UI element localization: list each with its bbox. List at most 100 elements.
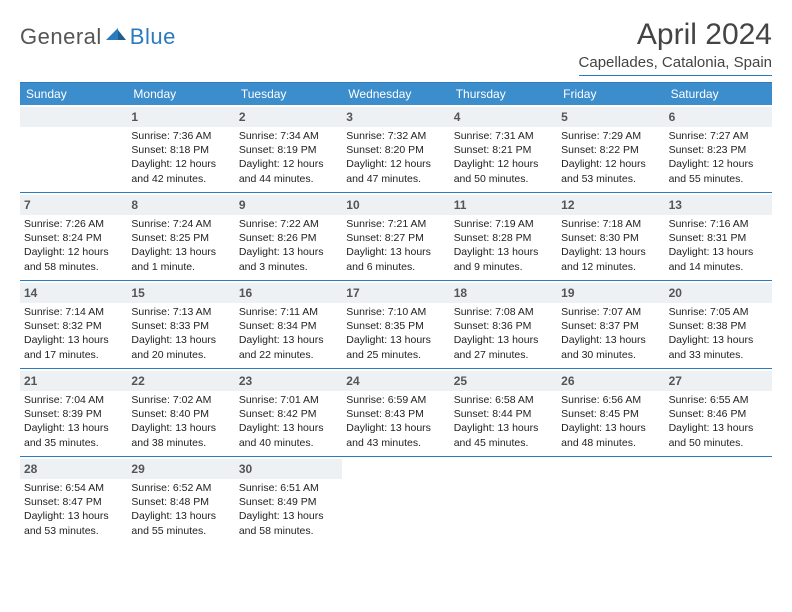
calendar-page: General Blue April 2024 Capellades, Cata… xyxy=(0,0,792,555)
day-details: Sunrise: 7:31 AMSunset: 8:21 PMDaylight:… xyxy=(454,129,553,186)
calendar-cell: 30 Sunrise: 6:51 AMSunset: 8:49 PMDayligh… xyxy=(235,457,342,545)
day-number: 25 xyxy=(454,374,467,388)
day-details: Sunrise: 7:19 AMSunset: 8:28 PMDaylight:… xyxy=(454,217,553,274)
day-number: 15 xyxy=(131,286,144,300)
calendar-cell: 0 xyxy=(665,457,772,545)
logo-text-general: General xyxy=(20,24,102,50)
weekday-header: Tuesday xyxy=(235,83,342,105)
day-number: 29 xyxy=(131,462,144,476)
calendar-cell: 18Sunrise: 7:08 AMSunset: 8:36 PMDayligh… xyxy=(450,281,557,369)
header: General Blue April 2024 Capellades, Cata… xyxy=(20,18,772,76)
day-details: Sunrise: 7:01 AMSunset: 8:42 PMDaylight:… xyxy=(239,393,338,450)
day-details: Sunrise: 7:36 AMSunset: 8:18 PMDaylight:… xyxy=(131,129,230,186)
weekday-header: Monday xyxy=(127,83,234,105)
day-number: 7 xyxy=(24,198,31,212)
weekday-header: Sunday xyxy=(20,83,127,105)
calendar-cell: 24Sunrise: 6:59 AMSunset: 8:43 PMDayligh… xyxy=(342,369,449,457)
day-number: 4 xyxy=(454,110,461,124)
day-details: Sunrise: 6:58 AMSunset: 8:44 PMDaylight:… xyxy=(454,393,553,450)
logo: General Blue xyxy=(20,18,176,50)
day-details: Sunrise: 7:14 AMSunset: 8:32 PMDaylight:… xyxy=(24,305,123,362)
day-details: Sunrise: 7:32 AMSunset: 8:20 PMDaylight:… xyxy=(346,129,445,186)
calendar-grid: 01Sunrise: 7:36 AMSunset: 8:18 PMDayligh… xyxy=(20,105,772,545)
calendar-cell: 7 Sunrise: 7:26 AMSunset: 8:24 PMDaylight… xyxy=(20,193,127,281)
day-details: Sunrise: 7:04 AMSunset: 8:39 PMDaylight:… xyxy=(24,393,123,450)
day-number: 23 xyxy=(239,374,252,388)
calendar-cell: 13Sunrise: 7:16 AMSunset: 8:31 PMDayligh… xyxy=(665,193,772,281)
calendar-cell: 20 Sunrise: 7:05 AMSunset: 8:38 PMDayligh… xyxy=(665,281,772,369)
weekday-header: Saturday xyxy=(665,83,772,105)
logo-text-blue: Blue xyxy=(130,24,176,50)
day-details: Sunrise: 7:18 AMSunset: 8:30 PMDaylight:… xyxy=(561,217,660,274)
calendar-cell: 0 xyxy=(557,457,664,545)
day-details: Sunrise: 7:27 AMSunset: 8:23 PMDaylight:… xyxy=(669,129,768,186)
day-number: 9 xyxy=(239,198,246,212)
weekday-header: Thursday xyxy=(450,83,557,105)
calendar-cell: 19 Sunrise: 7:07 AMSunset: 8:37 PMDayligh… xyxy=(557,281,664,369)
day-details: Sunrise: 7:07 AMSunset: 8:37 PMDaylight:… xyxy=(561,305,660,362)
day-number: 11 xyxy=(454,198,467,212)
calendar-cell: 28 Sunrise: 6:54 AMSunset: 8:47 PMDayligh… xyxy=(20,457,127,545)
day-number: 1 xyxy=(131,110,138,124)
day-number: 17 xyxy=(346,286,359,300)
day-details: Sunrise: 6:56 AMSunset: 8:45 PMDaylight:… xyxy=(561,393,660,450)
day-number: 30 xyxy=(239,462,252,476)
calendar-cell: 14 Sunrise: 7:14 AMSunset: 8:32 PMDayligh… xyxy=(20,281,127,369)
calendar-cell: 8Sunrise: 7:24 AMSunset: 8:25 PMDaylight… xyxy=(127,193,234,281)
calendar-cell: 26 Sunrise: 6:56 AMSunset: 8:45 PMDayligh… xyxy=(557,369,664,457)
day-number: 22 xyxy=(131,374,144,388)
calendar: SundayMondayTuesdayWednesdayThursdayFrid… xyxy=(20,82,772,545)
day-details: Sunrise: 7:13 AMSunset: 8:33 PMDaylight:… xyxy=(131,305,230,362)
calendar-cell: 3 Sunrise: 7:32 AMSunset: 8:20 PMDaylight… xyxy=(342,105,449,193)
calendar-cell: 0 xyxy=(20,105,127,193)
calendar-cell: 4 Sunrise: 7:31 AMSunset: 8:21 PMDaylight… xyxy=(450,105,557,193)
day-details: Sunrise: 7:16 AMSunset: 8:31 PMDaylight:… xyxy=(669,217,768,274)
day-details: Sunrise: 7:34 AMSunset: 8:19 PMDaylight:… xyxy=(239,129,338,186)
calendar-cell: 22 Sunrise: 7:02 AMSunset: 8:40 PMDayligh… xyxy=(127,369,234,457)
day-number: 20 xyxy=(669,286,682,300)
day-number: 27 xyxy=(669,374,682,388)
month-title: April 2024 xyxy=(579,18,772,52)
day-number: 10 xyxy=(346,198,359,212)
day-details: Sunrise: 7:26 AMSunset: 8:24 PMDaylight:… xyxy=(24,217,123,274)
day-details: Sunrise: 7:05 AMSunset: 8:38 PMDaylight:… xyxy=(669,305,768,362)
calendar-cell: 11 Sunrise: 7:19 AMSunset: 8:28 PMDayligh… xyxy=(450,193,557,281)
day-details: Sunrise: 7:22 AMSunset: 8:26 PMDaylight:… xyxy=(239,217,338,274)
weekday-header: Friday xyxy=(557,83,664,105)
day-details: Sunrise: 7:29 AMSunset: 8:22 PMDaylight:… xyxy=(561,129,660,186)
day-details: Sunrise: 6:59 AMSunset: 8:43 PMDaylight:… xyxy=(346,393,445,450)
day-details: Sunrise: 7:21 AMSunset: 8:27 PMDaylight:… xyxy=(346,217,445,274)
calendar-cell: 10 Sunrise: 7:21 AMSunset: 8:27 PMDayligh… xyxy=(342,193,449,281)
day-details: Sunrise: 6:51 AMSunset: 8:49 PMDaylight:… xyxy=(239,481,338,538)
location-text: Capellades, Catalonia, Spain xyxy=(579,54,772,76)
calendar-cell: 6 Sunrise: 7:27 AMSunset: 8:23 PMDaylight… xyxy=(665,105,772,193)
day-details: Sunrise: 7:08 AMSunset: 8:36 PMDaylight:… xyxy=(454,305,553,362)
day-details: Sunrise: 6:54 AMSunset: 8:47 PMDaylight:… xyxy=(24,481,123,538)
day-number: 14 xyxy=(24,286,37,300)
day-number: 3 xyxy=(346,110,353,124)
day-number: 6 xyxy=(669,110,676,124)
day-number: 12 xyxy=(561,198,574,212)
weekday-header-row: SundayMondayTuesdayWednesdayThursdayFrid… xyxy=(20,83,772,105)
weekday-header: Wednesday xyxy=(342,83,449,105)
day-number: 8 xyxy=(131,198,138,212)
day-number: 16 xyxy=(239,286,252,300)
day-details: Sunrise: 7:11 AMSunset: 8:34 PMDaylight:… xyxy=(239,305,338,362)
calendar-cell: 0 xyxy=(450,457,557,545)
day-number: 26 xyxy=(561,374,574,388)
calendar-cell: 27 Sunrise: 6:55 AMSunset: 8:46 PMDayligh… xyxy=(665,369,772,457)
calendar-cell: 29 Sunrise: 6:52 AMSunset: 8:48 PMDayligh… xyxy=(127,457,234,545)
day-details: Sunrise: 6:52 AMSunset: 8:48 PMDaylight:… xyxy=(131,481,230,538)
logo-mark-icon xyxy=(106,26,128,49)
calendar-cell: 21 Sunrise: 7:04 AMSunset: 8:39 PMDayligh… xyxy=(20,369,127,457)
day-details: Sunrise: 7:10 AMSunset: 8:35 PMDaylight:… xyxy=(346,305,445,362)
day-number: 28 xyxy=(24,462,37,476)
day-number: 19 xyxy=(561,286,574,300)
day-details: Sunrise: 6:55 AMSunset: 8:46 PMDaylight:… xyxy=(669,393,768,450)
day-number: 5 xyxy=(561,110,568,124)
calendar-cell: 0 xyxy=(342,457,449,545)
day-details: Sunrise: 7:02 AMSunset: 8:40 PMDaylight:… xyxy=(131,393,230,450)
title-block: April 2024 Capellades, Catalonia, Spain xyxy=(579,18,772,76)
day-number: 21 xyxy=(24,374,37,388)
calendar-cell: 1 Sunrise: 7:36 AMSunset: 8:18 PMDaylight… xyxy=(127,105,234,193)
